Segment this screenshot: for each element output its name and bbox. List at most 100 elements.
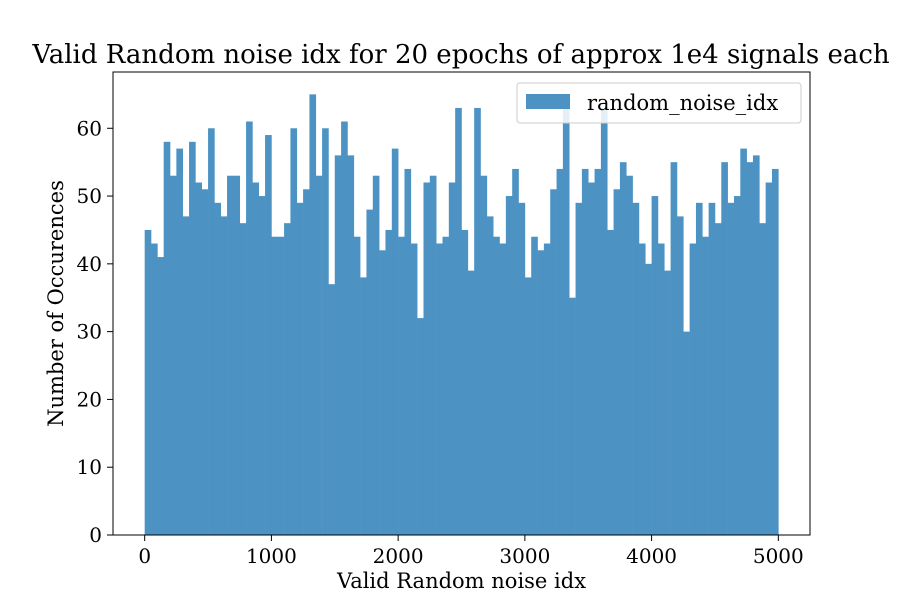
histogram-bar — [182, 216, 190, 535]
histogram-bar — [626, 175, 633, 535]
histogram-bar — [170, 175, 177, 535]
histogram-bar — [404, 168, 412, 535]
histogram-bar — [246, 121, 253, 536]
histogram-bar — [391, 148, 399, 535]
histogram-bar — [613, 189, 621, 535]
histogram-bar — [366, 209, 374, 536]
histogram-bar — [721, 162, 728, 535]
histogram-bar — [531, 236, 538, 536]
histogram-bar — [467, 270, 475, 535]
histogram-bar — [512, 168, 519, 535]
histogram-bar — [195, 182, 203, 535]
x-axis-label: Valid Random noise idx — [336, 569, 586, 593]
histogram-bar — [733, 196, 741, 536]
histogram-bar — [189, 141, 196, 535]
histogram-bar — [341, 121, 348, 536]
histogram-bar — [569, 297, 576, 535]
histogram-bar — [448, 182, 456, 535]
histogram-bar — [537, 250, 545, 536]
histogram-bar — [486, 216, 494, 535]
x-tick-label: 0 — [138, 544, 151, 568]
histogram-bar — [220, 216, 228, 535]
histogram-bar — [379, 250, 386, 536]
histogram-bar — [417, 318, 424, 535]
legend-label: random_noise_idx — [587, 91, 778, 115]
legend-swatch — [526, 94, 570, 109]
y-tick-label: 30 — [77, 320, 102, 344]
histogram-bar — [474, 107, 481, 536]
histogram-bar — [144, 229, 152, 535]
histogram-bar — [429, 175, 437, 535]
histogram-bar — [163, 141, 171, 535]
histogram-bar — [607, 229, 614, 535]
y-tick-label: 10 — [77, 455, 102, 479]
histogram-bar — [708, 202, 716, 535]
histogram-bar — [588, 182, 595, 535]
histogram-bar — [759, 223, 766, 536]
legend-box — [516, 82, 802, 124]
histogram-bar — [524, 277, 532, 535]
histogram-bar — [670, 162, 678, 535]
histogram-bar — [423, 182, 431, 535]
histogram-bar — [233, 175, 241, 535]
histogram-bar — [265, 135, 272, 536]
histogram-bar — [632, 202, 640, 535]
histogram-bar — [455, 107, 462, 536]
histogram-bar — [702, 236, 709, 536]
x-tick-label: 1000 — [246, 544, 297, 568]
histogram-bar — [600, 107, 608, 536]
y-tick-label: 60 — [77, 116, 102, 140]
histogram-bar — [505, 196, 513, 536]
histogram-bar — [689, 243, 697, 535]
histogram-bar — [296, 202, 304, 535]
x-tick-label: 3000 — [499, 544, 550, 568]
histogram-bar — [214, 202, 222, 535]
chart-title: Valid Random noise idx for 20 epochs of … — [31, 40, 890, 70]
histogram-bar — [334, 155, 342, 535]
histogram-bar — [290, 128, 298, 535]
y-axis-label: Number of Occurences — [44, 180, 68, 427]
histogram-bar — [461, 229, 469, 535]
histogram-bar — [575, 202, 583, 535]
histogram-bar — [309, 94, 317, 536]
histogram-bar — [480, 175, 488, 535]
histogram-bar — [322, 128, 329, 535]
histogram-bar — [752, 155, 760, 535]
x-tick-label: 4000 — [626, 544, 677, 568]
histogram-bar — [594, 168, 602, 535]
legend: random_noise_idx — [516, 82, 802, 124]
histogram-bar — [252, 182, 260, 535]
histogram-bar — [651, 196, 659, 536]
histogram-bar — [746, 162, 754, 535]
histogram-bar — [543, 243, 551, 535]
histogram-bar — [556, 168, 564, 535]
histogram-bar — [157, 257, 164, 535]
histogram-bar — [151, 243, 158, 535]
histogram-bar — [619, 162, 627, 535]
histogram-bar — [550, 189, 557, 535]
histogram-bar — [664, 270, 671, 535]
histogram-bar — [771, 168, 779, 535]
axes-frame — [112, 71, 811, 536]
histogram-bar — [347, 155, 355, 535]
histogram-bar — [765, 182, 773, 535]
x-axis-ticks: 0 1000 2000 3000 4000 5000 — [138, 535, 804, 568]
y-tick-label: 0 — [89, 523, 102, 547]
histogram-bar — [258, 196, 266, 536]
y-tick-label: 50 — [77, 184, 102, 208]
histogram-bar — [284, 223, 291, 536]
histogram-bar — [714, 223, 722, 536]
histogram-bar — [683, 331, 690, 535]
histogram-bar — [398, 236, 405, 536]
y-tick-label: 20 — [77, 387, 102, 411]
histogram-bar — [740, 148, 747, 535]
histogram-bar — [385, 229, 393, 535]
histogram-bar — [372, 175, 380, 535]
histogram-bar — [562, 107, 570, 536]
histogram-bar — [410, 243, 418, 535]
histogram-bar — [208, 128, 215, 535]
histogram-bar — [657, 243, 665, 535]
histogram-bar — [315, 175, 323, 535]
histogram-bar — [328, 284, 336, 535]
